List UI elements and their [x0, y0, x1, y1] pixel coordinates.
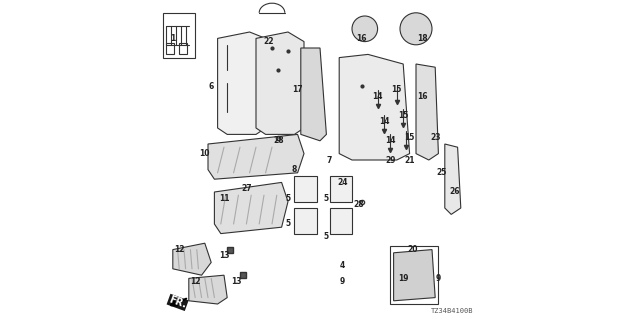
- Polygon shape: [339, 54, 410, 160]
- Text: 5: 5: [324, 194, 329, 203]
- Text: 15: 15: [398, 111, 408, 120]
- Circle shape: [352, 16, 378, 42]
- Text: 4: 4: [340, 261, 345, 270]
- Bar: [163, 13, 195, 58]
- Text: 9: 9: [340, 277, 345, 286]
- Text: 24: 24: [337, 178, 348, 187]
- Bar: [294, 176, 317, 202]
- Polygon shape: [208, 134, 304, 179]
- Text: 21: 21: [404, 156, 415, 164]
- Bar: [166, 43, 174, 54]
- Text: 27: 27: [241, 184, 252, 193]
- Bar: [390, 246, 438, 304]
- Bar: [330, 208, 352, 234]
- Text: 22: 22: [264, 37, 274, 46]
- Polygon shape: [173, 243, 211, 275]
- Text: 1: 1: [170, 34, 175, 43]
- Text: 28: 28: [353, 200, 364, 209]
- Polygon shape: [256, 32, 304, 134]
- Circle shape: [400, 13, 432, 45]
- Text: 8: 8: [292, 165, 297, 174]
- Text: 29: 29: [385, 156, 396, 164]
- Text: 12: 12: [190, 277, 200, 286]
- Text: 11: 11: [219, 194, 229, 203]
- Bar: [179, 43, 187, 54]
- Text: 15: 15: [392, 85, 402, 94]
- Text: 9: 9: [436, 274, 441, 283]
- Text: 5: 5: [285, 220, 291, 228]
- Polygon shape: [394, 250, 435, 301]
- Polygon shape: [214, 182, 288, 234]
- Text: FR.: FR.: [168, 295, 188, 310]
- Text: 17: 17: [292, 85, 303, 94]
- Polygon shape: [445, 144, 461, 214]
- Text: 18: 18: [417, 34, 428, 43]
- Polygon shape: [301, 48, 326, 141]
- Text: TZ34B4100B: TZ34B4100B: [431, 308, 474, 314]
- Text: 28: 28: [273, 136, 284, 145]
- Text: 14: 14: [379, 117, 389, 126]
- Text: 13: 13: [219, 252, 229, 260]
- Text: 23: 23: [430, 133, 440, 142]
- Text: 12: 12: [174, 245, 184, 254]
- Text: 20: 20: [408, 245, 418, 254]
- Text: 26: 26: [449, 188, 460, 196]
- Polygon shape: [189, 275, 227, 304]
- Text: 7: 7: [327, 156, 332, 164]
- Bar: [294, 208, 317, 234]
- Text: 16: 16: [356, 34, 367, 43]
- Text: 16: 16: [417, 92, 428, 100]
- Text: 13: 13: [232, 277, 242, 286]
- Text: 5: 5: [285, 194, 291, 203]
- Text: 14: 14: [385, 136, 396, 145]
- Text: 5: 5: [324, 232, 329, 241]
- Polygon shape: [218, 32, 266, 134]
- Text: 15: 15: [404, 133, 415, 142]
- Text: 6: 6: [209, 82, 214, 91]
- Text: 19: 19: [398, 274, 408, 283]
- Text: 10: 10: [200, 149, 210, 158]
- Text: 25: 25: [436, 168, 447, 177]
- Text: 14: 14: [372, 92, 383, 100]
- Polygon shape: [416, 64, 438, 160]
- Bar: [330, 176, 352, 202]
